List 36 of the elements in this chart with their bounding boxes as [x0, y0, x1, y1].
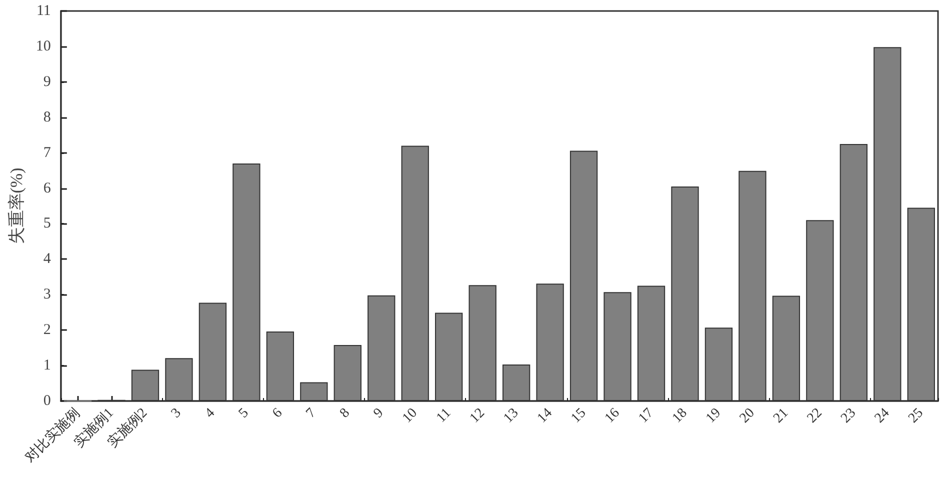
x-tick-label: 11 — [434, 406, 454, 426]
y-tick-label: 1 — [43, 358, 51, 374]
x-tick-label: 24 — [872, 406, 893, 426]
x-tick-label: 17 — [636, 406, 657, 426]
x-tick-label: 4 — [202, 406, 218, 422]
x-tick-label: 23 — [838, 406, 859, 426]
x-tick-label: 20 — [737, 406, 758, 426]
x-tick-label: 3 — [168, 406, 184, 422]
y-tick-label: 11 — [36, 3, 51, 19]
x-tick-label: 8 — [337, 406, 353, 422]
y-tick-label: 8 — [43, 109, 51, 126]
x-tick-label: 16 — [602, 406, 623, 426]
x-tick-label: 14 — [534, 406, 556, 426]
x-tick-label: 13 — [501, 406, 522, 426]
x-tick-label: 5 — [236, 406, 252, 422]
x-tick-label: 21 — [771, 406, 792, 426]
x-tick-label: 19 — [704, 406, 724, 426]
x-tick-label: 12 — [467, 406, 488, 426]
x-tick-label: 10 — [400, 406, 420, 426]
y-tick-label: 0 — [43, 393, 51, 409]
x-tick-label: 6 — [270, 406, 286, 422]
y-tick-label: 4 — [43, 251, 52, 268]
x-tick-label: 7 — [304, 406, 320, 422]
y-tick-label: 10 — [36, 38, 51, 54]
y-tick-label: 7 — [43, 144, 52, 161]
y-tick-label: 3 — [43, 286, 51, 303]
x-tick-label: 22 — [804, 406, 826, 426]
x-tick-label: 9 — [371, 406, 387, 422]
x-tick-label: 25 — [906, 406, 926, 426]
y-tick-label: 6 — [43, 180, 52, 196]
y-tick-label: 2 — [43, 322, 51, 338]
y-tick-label: 5 — [43, 216, 51, 232]
x-tick-label: 18 — [670, 406, 690, 426]
y-axis-title: 失重率(%) — [7, 168, 26, 244]
x-tick-label: 15 — [568, 406, 590, 426]
y-tick-label: 9 — [43, 74, 51, 90]
